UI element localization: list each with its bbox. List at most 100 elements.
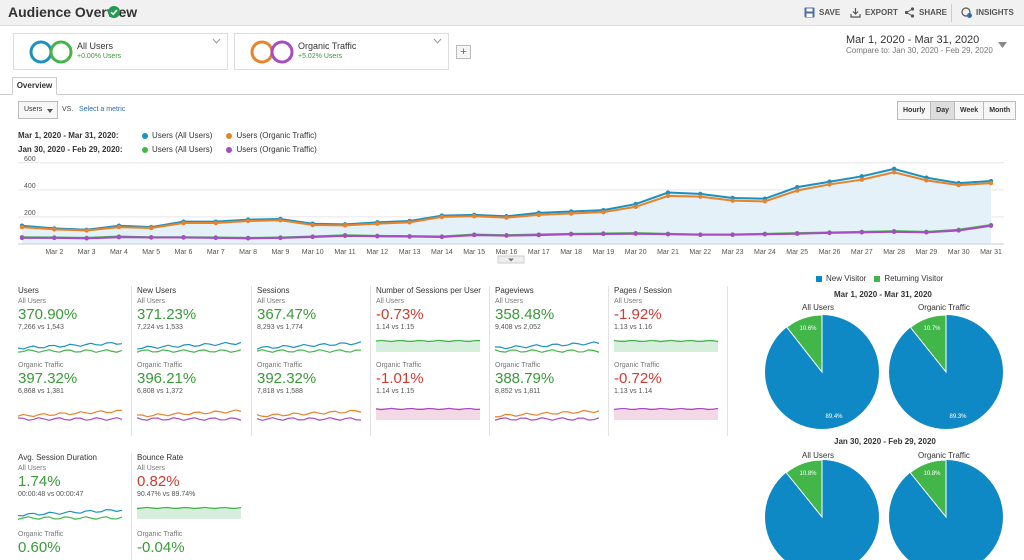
data-point[interactable] bbox=[795, 184, 800, 190]
pie-slice-returning[interactable] bbox=[785, 459, 823, 519]
granularity-option-week[interactable]: Week bbox=[955, 102, 985, 119]
data-point[interactable] bbox=[956, 228, 961, 233]
data-point[interactable] bbox=[762, 199, 768, 204]
data-point[interactable] bbox=[439, 234, 445, 240]
chevron-down-icon[interactable] bbox=[998, 42, 1007, 48]
data-point[interactable] bbox=[891, 229, 897, 235]
pie-slice-returning[interactable] bbox=[909, 459, 947, 519]
data-point[interactable] bbox=[407, 220, 412, 225]
data-point[interactable] bbox=[827, 230, 832, 236]
data-point[interactable] bbox=[245, 218, 251, 224]
metric-card[interactable]: Pages / Session All Users -1.92% 1.13 vs 1.… bbox=[614, 286, 732, 395]
users-line-chart[interactable]: 200 400 600 Mar 2 Mar 3 Mar 4 Mar 5 Mar 6 Mar 7 M… bbox=[0, 156, 1024, 266]
legend-item[interactable]: Users (All Users) bbox=[152, 145, 213, 154]
data-point[interactable] bbox=[278, 235, 283, 241]
data-point[interactable] bbox=[310, 222, 315, 228]
data-point[interactable] bbox=[310, 234, 315, 240]
data-point[interactable] bbox=[472, 214, 477, 219]
data-point[interactable] bbox=[504, 215, 509, 220]
data-point[interactable] bbox=[730, 198, 735, 203]
data-point[interactable] bbox=[19, 224, 25, 230]
visitor-pie-chart[interactable]: 10.8% bbox=[888, 459, 1004, 560]
data-point[interactable] bbox=[568, 232, 574, 237]
data-point[interactable] bbox=[698, 232, 703, 237]
data-point[interactable] bbox=[149, 235, 154, 240]
pie-slice-returning[interactable] bbox=[786, 314, 823, 374]
segment-card-all-users[interactable]: All Users +0.00% Users bbox=[13, 33, 228, 70]
data-point[interactable] bbox=[19, 235, 25, 241]
data-point[interactable] bbox=[601, 231, 606, 237]
chevron-down-icon[interactable] bbox=[212, 38, 221, 44]
data-point[interactable] bbox=[407, 234, 412, 239]
data-point[interactable] bbox=[633, 204, 638, 209]
data-point[interactable] bbox=[665, 193, 671, 199]
data-point[interactable] bbox=[956, 182, 961, 188]
data-point[interactable] bbox=[924, 178, 929, 183]
data-point[interactable] bbox=[665, 232, 671, 237]
data-point[interactable] bbox=[375, 221, 380, 226]
share-button[interactable]: SHARE bbox=[904, 7, 947, 18]
data-point[interactable] bbox=[859, 177, 864, 182]
metric-card[interactable]: Sessions All Users 367.47% 8,293 vs 1,774 Or… bbox=[257, 286, 375, 395]
data-point[interactable] bbox=[375, 234, 380, 239]
export-button[interactable]: EXPORT bbox=[850, 7, 898, 18]
data-point[interactable] bbox=[278, 218, 283, 223]
data-point[interactable] bbox=[52, 235, 57, 241]
data-point[interactable] bbox=[342, 223, 348, 228]
data-point[interactable] bbox=[665, 190, 671, 195]
data-point[interactable] bbox=[213, 235, 218, 241]
add-segment-button[interactable]: + bbox=[456, 45, 471, 59]
metric-card[interactable]: Pageviews All Users 358.48% 9,408 vs 2,052 O… bbox=[495, 286, 613, 395]
data-point[interactable] bbox=[891, 170, 897, 175]
data-point[interactable] bbox=[795, 188, 800, 193]
granularity-option-month[interactable]: Month bbox=[984, 102, 1016, 119]
metric-card[interactable]: New Users All Users 371.23% 7,224 vs 1,533 O… bbox=[137, 286, 255, 395]
legend-item[interactable]: Users (Organic Traffic) bbox=[236, 145, 317, 154]
data-point[interactable] bbox=[827, 182, 832, 187]
chevron-down-icon[interactable] bbox=[433, 38, 442, 44]
data-point[interactable] bbox=[859, 230, 864, 235]
data-point[interactable] bbox=[504, 233, 509, 238]
data-point[interactable] bbox=[859, 174, 864, 179]
granularity-option-day[interactable]: Day bbox=[931, 102, 956, 119]
data-point[interactable] bbox=[568, 211, 574, 216]
data-point[interactable] bbox=[698, 194, 703, 199]
data-point[interactable] bbox=[891, 166, 897, 172]
data-point[interactable] bbox=[84, 236, 89, 241]
visitor-pie-chart[interactable]: 10.8% bbox=[764, 459, 880, 560]
metric-card[interactable]: Avg. Session Duration All Users 1.74% 00:00… bbox=[18, 453, 136, 557]
metric-card[interactable]: Bounce Rate All Users 0.82% 90.47% vs 89.74… bbox=[137, 453, 255, 557]
visitor-pie-chart[interactable]: 10.6% 89.4% bbox=[764, 314, 880, 430]
data-point[interactable] bbox=[342, 233, 348, 239]
data-point[interactable] bbox=[730, 232, 735, 237]
data-point[interactable] bbox=[116, 224, 122, 230]
select-metric-link[interactable]: Select a metric bbox=[79, 106, 126, 113]
data-point[interactable] bbox=[181, 220, 186, 226]
data-point[interactable] bbox=[988, 223, 994, 228]
save-button[interactable]: SAVE bbox=[804, 7, 840, 18]
data-point[interactable] bbox=[762, 232, 768, 237]
insights-button[interactable]: INSIGHTS bbox=[961, 7, 1014, 18]
pie-slice-returning[interactable] bbox=[909, 314, 947, 374]
data-point[interactable] bbox=[439, 214, 445, 220]
legend-item[interactable]: Users (All Users) bbox=[152, 131, 213, 140]
granularity-option-hourly[interactable]: Hourly bbox=[898, 102, 932, 119]
data-point[interactable] bbox=[536, 212, 541, 218]
data-point[interactable] bbox=[52, 227, 57, 232]
data-point[interactable] bbox=[536, 232, 541, 238]
data-point[interactable] bbox=[149, 225, 154, 231]
data-point[interactable] bbox=[84, 228, 89, 233]
data-point[interactable] bbox=[181, 235, 186, 240]
metric-card[interactable]: Users All Users 370.90% 7,266 vs 1,543 Organ… bbox=[18, 286, 136, 395]
date-range[interactable]: Mar 1, 2020 - Mar 31, 2020 bbox=[846, 34, 980, 46]
data-point[interactable] bbox=[245, 236, 251, 241]
metric-select[interactable]: Users bbox=[18, 101, 58, 119]
tab-overview[interactable]: Overview bbox=[12, 77, 57, 95]
data-point[interactable] bbox=[116, 235, 122, 240]
data-point[interactable] bbox=[795, 231, 800, 236]
segment-card-organic-traffic[interactable]: Organic Traffic +5.02% Users bbox=[234, 33, 449, 70]
data-point[interactable] bbox=[472, 232, 477, 238]
visitor-pie-chart[interactable]: 10.7% 89.3% bbox=[888, 314, 1004, 430]
data-point[interactable] bbox=[633, 231, 638, 236]
metric-card[interactable]: Number of Sessions per User All Users -0.7… bbox=[376, 286, 494, 395]
